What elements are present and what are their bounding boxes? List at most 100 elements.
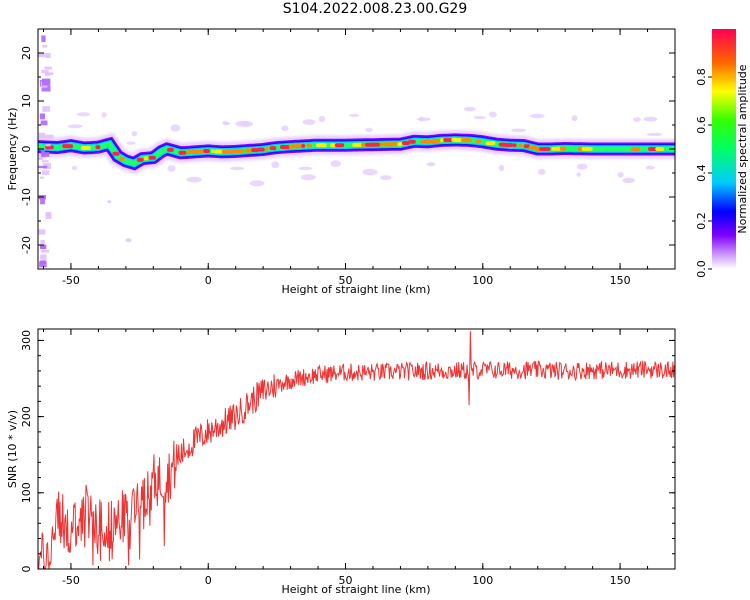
y-tick-label: 200 [20,406,33,427]
ridge-hotspot [460,138,472,143]
faint-blob [230,166,245,171]
snr-frame [37,328,676,570]
faint-blob [576,163,588,170]
colorbar-tick-label: 0.4 [695,164,708,182]
faint-blob [131,131,138,137]
x-tick-label: 0 [205,574,212,587]
faint-blob [530,113,545,119]
edge-speckle [45,53,51,58]
colorbar: 0.0 0.2 0.4 0.6 0.8 Normalized spectral ampl… [695,29,749,278]
x-tick-label: -50 [62,274,80,287]
y-tick-label: 10 [20,94,33,108]
y-tick-label: -10 [20,188,33,206]
ridge-hotspot [112,151,120,156]
snr-ticks: -50 0 50 100 150 0 100 200 300 [20,329,676,587]
edge-speckle [38,157,43,160]
faint-blob [67,124,83,129]
faint-blob [76,112,90,117]
ridge-hotspot [389,142,399,147]
spectrogram-ticks: -50 0 50 100 150 -20 -10 0 10 20 [20,28,676,287]
ridge-hotspot [581,146,593,151]
ridge-hotspot [402,141,410,145]
ridge-hotspot [512,143,517,148]
ridge-hotspot [301,143,306,148]
edge-speckle [45,144,51,147]
ridge-hotspot [144,156,149,161]
edge-speckle [38,229,46,235]
ridge-hotspot [316,143,327,148]
edge-speckle [39,113,45,120]
ridge-hotspot [408,139,416,144]
y-tick-label: 300 [20,330,33,351]
ridge-hotspot [214,149,224,154]
ridge-hotspot [245,148,253,153]
edge-speckle [43,163,52,169]
x-tick-label: 50 [339,574,353,587]
y-tick-label: -20 [20,236,33,254]
ridge-hotspot [655,147,665,151]
colorbar-gradient [712,29,736,269]
ridge-hotspot [241,148,245,153]
edge-speckle [41,160,49,163]
ridge-hotspot [119,156,125,161]
edge-speckle [45,212,52,219]
x-tick-label: -50 [62,574,80,587]
ridge-hotspot [148,155,156,160]
x-tick-label: 150 [610,274,631,287]
ridge-hotspot [231,149,243,154]
ridge-hotspot [95,145,101,150]
colorbar-tick-label: 0.0 [695,260,708,278]
spectrogram-heatmap [38,35,675,268]
faint-blob [349,114,360,117]
faint-blob [511,128,527,133]
edge-speckle [41,69,49,74]
spectrogram-x-axis-label: Height of straight line (km) [281,283,430,296]
faint-blob [126,141,136,145]
edge-speckle [42,78,51,86]
ridge-hotspot [630,147,641,151]
y-tick-label: 0 [20,566,33,573]
faint-blob [170,124,181,132]
figure-title: S104.2022.008.23.00.G29 [282,1,468,17]
faint-blob [71,165,78,171]
ridge-hotspot [551,146,563,151]
ridge-hotspot [361,142,367,147]
faint-blob [571,115,578,122]
snr-line-layer [38,331,675,569]
ridge-hotspot [197,149,204,154]
faint-blob [473,116,486,119]
ridge-hotspot [440,138,445,143]
ridge-hotspot [291,144,303,149]
ridge-hotspot [504,143,514,147]
edge-speckle [42,106,50,112]
x-tick-label: 150 [610,574,631,587]
x-tick-label: 100 [472,574,493,587]
ridge-hotspot [269,146,277,151]
ridge-hotspot [251,148,259,153]
faint-blob [281,125,289,132]
faint-blob [318,115,326,123]
edge-speckle [45,134,54,139]
ridge-hotspot [431,138,441,143]
edge-speckle [40,245,45,249]
y-tick-label: 0 [20,146,33,153]
faint-blob [537,168,546,175]
faint-blob [125,238,132,243]
faint-blob [643,116,658,122]
ridge-hotspot [334,143,345,148]
ridge-hotspot [523,144,530,149]
ridge-hotspot [379,142,384,147]
faint-blob [633,117,641,122]
faint-blob [330,160,341,167]
ridge-hotspot [518,143,523,148]
y-tick-label: 20 [20,46,33,60]
ridge-hotspot [178,150,187,155]
edge-speckle [41,85,51,92]
faint-blob [498,164,505,172]
ridge-hotspot [528,145,537,150]
faint-blob [489,111,497,118]
ridge-hotspot [62,144,74,149]
faint-blob [298,166,313,171]
faint-blob [222,121,228,125]
faint-blob [576,172,581,177]
